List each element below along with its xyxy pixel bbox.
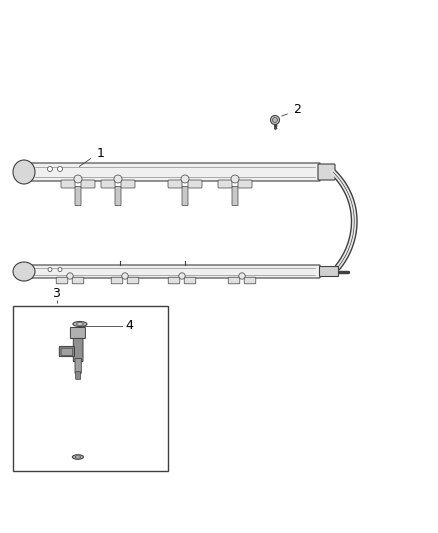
Ellipse shape [13, 160, 35, 184]
Text: 4: 4 [125, 319, 133, 332]
FancyBboxPatch shape [318, 164, 335, 180]
Circle shape [57, 166, 63, 172]
FancyBboxPatch shape [232, 187, 238, 206]
Circle shape [181, 175, 189, 183]
FancyBboxPatch shape [59, 346, 74, 357]
Circle shape [272, 117, 278, 123]
FancyBboxPatch shape [76, 372, 81, 379]
FancyBboxPatch shape [188, 180, 202, 188]
FancyBboxPatch shape [238, 180, 252, 188]
FancyBboxPatch shape [127, 277, 139, 284]
FancyBboxPatch shape [244, 277, 256, 284]
Bar [13, 306, 168, 471]
Circle shape [271, 116, 279, 125]
FancyBboxPatch shape [56, 277, 68, 284]
Circle shape [48, 268, 52, 271]
FancyBboxPatch shape [168, 277, 180, 284]
Circle shape [179, 273, 185, 279]
FancyBboxPatch shape [73, 338, 83, 361]
Text: 3: 3 [52, 287, 60, 300]
FancyBboxPatch shape [81, 180, 95, 188]
Ellipse shape [76, 323, 83, 325]
FancyBboxPatch shape [25, 265, 320, 278]
Ellipse shape [73, 321, 87, 327]
FancyBboxPatch shape [184, 277, 196, 284]
FancyBboxPatch shape [61, 180, 75, 188]
Text: 2: 2 [293, 103, 301, 116]
FancyBboxPatch shape [168, 180, 182, 188]
FancyBboxPatch shape [25, 163, 320, 181]
Circle shape [114, 175, 122, 183]
FancyBboxPatch shape [111, 277, 123, 284]
FancyBboxPatch shape [61, 348, 73, 356]
Ellipse shape [72, 455, 83, 459]
Ellipse shape [13, 262, 35, 281]
FancyBboxPatch shape [228, 277, 240, 284]
FancyBboxPatch shape [75, 359, 81, 374]
Circle shape [67, 273, 73, 279]
Circle shape [74, 175, 82, 183]
Circle shape [239, 273, 245, 279]
Circle shape [58, 268, 62, 271]
FancyBboxPatch shape [319, 266, 339, 277]
FancyBboxPatch shape [115, 187, 121, 206]
FancyBboxPatch shape [71, 327, 85, 338]
FancyBboxPatch shape [218, 180, 232, 188]
FancyBboxPatch shape [182, 187, 188, 206]
FancyBboxPatch shape [72, 277, 84, 284]
Circle shape [122, 273, 128, 279]
Text: 1: 1 [97, 147, 105, 160]
Circle shape [47, 166, 53, 172]
FancyBboxPatch shape [101, 180, 115, 188]
Circle shape [231, 175, 239, 183]
FancyBboxPatch shape [121, 180, 135, 188]
FancyBboxPatch shape [75, 187, 81, 206]
Ellipse shape [75, 456, 81, 458]
